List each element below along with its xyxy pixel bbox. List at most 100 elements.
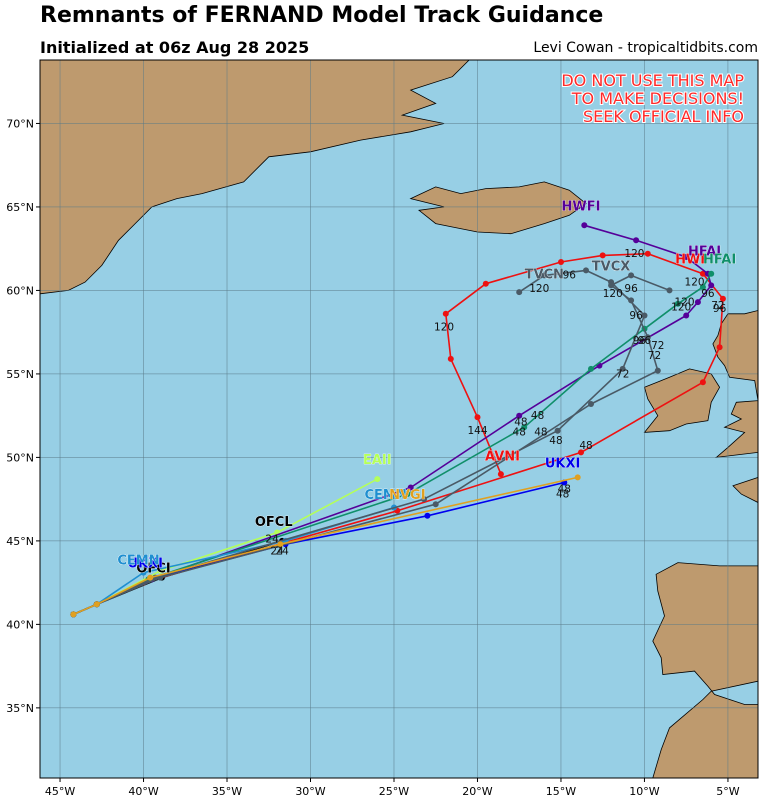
track-point: [644, 250, 651, 257]
lon-tick-label: 5°W: [716, 785, 739, 798]
model-label: OFCL: [255, 515, 293, 530]
track-point: [140, 569, 147, 576]
lat-tick-label: 40°N: [6, 618, 34, 631]
lat-tick-label: 45°N: [6, 535, 34, 548]
model-label: HFAI: [688, 244, 721, 259]
model-label: EAII: [363, 453, 392, 468]
track-point: [719, 295, 726, 302]
track-point: [633, 237, 640, 244]
land-france: [732, 476, 758, 503]
warning-line: TO MAKE DECISIONS!: [571, 89, 744, 108]
track-point: [608, 282, 615, 289]
track-point: [708, 270, 715, 277]
track-point: [578, 449, 584, 456]
model-label: CEMN: [117, 553, 159, 568]
credit: Levi Cowan - tropicaltidbits.com: [533, 40, 758, 56]
forecast-hour-label: 120: [671, 301, 691, 313]
track-point: [70, 611, 77, 618]
forecast-hour-label: 24: [270, 545, 284, 557]
track-point: [599, 252, 606, 259]
track-point: [147, 574, 154, 581]
forecast-hour-label: 120: [434, 322, 454, 334]
forecast-hour-label: 144: [467, 425, 487, 437]
track-point: [424, 512, 431, 519]
forecast-hour-label: 96: [701, 288, 715, 300]
lat-tick-label: 50°N: [6, 451, 34, 464]
lon-tick-label: 20°W: [462, 785, 492, 798]
forecast-hour-label: 48: [579, 440, 592, 452]
track-point: [628, 297, 635, 304]
init-time: Initialized at 06z Aug 28 2025: [40, 38, 310, 57]
lat-tick-label: 60°N: [6, 284, 34, 297]
forecast-hour-label: 96: [633, 335, 647, 347]
track-point: [432, 501, 439, 508]
track-point: [374, 476, 381, 483]
forecast-hour-label: 72: [616, 368, 629, 380]
track-point: [474, 414, 481, 421]
track-point: [683, 254, 690, 260]
forecast-hour-label: 48: [549, 435, 562, 447]
track-point: [683, 312, 690, 319]
track-point: [404, 491, 411, 498]
page-title: Remnants of FERNAND Model Track Guidance: [40, 3, 604, 28]
forecast-hour-label: 120: [685, 276, 705, 288]
model-label: UKXI: [127, 557, 163, 572]
track-point: [644, 334, 651, 341]
track-point: [641, 312, 648, 319]
track-point: [516, 412, 523, 419]
track-tvcx: [70, 272, 673, 618]
track-point: [588, 365, 594, 372]
forecast-hour-label: 48: [513, 427, 526, 439]
map-frame: [39, 59, 759, 779]
forecast-hour-label: 96: [624, 283, 638, 295]
track-point: [482, 280, 489, 287]
land-britain: [712, 310, 758, 458]
forecast-hour-label: 96: [563, 270, 577, 282]
lon-tick-label: 35°W: [212, 785, 242, 798]
track-point: [554, 427, 561, 434]
track-point: [407, 484, 414, 491]
forecast-hour-label: 48: [556, 488, 569, 500]
lon-tick-label: 40°W: [128, 785, 158, 798]
forecast-hour-label: 24: [265, 534, 279, 546]
warning-line: SEEK OFFICIAL INFO: [583, 107, 744, 126]
track-point: [699, 284, 706, 291]
track-point: [674, 300, 681, 307]
track-point: [442, 310, 449, 317]
track-point: [654, 367, 661, 374]
track-point: [699, 270, 706, 277]
model-label: NVGI: [389, 488, 425, 503]
model-label: UKXI: [545, 456, 581, 471]
forecast-hour-label: 120: [675, 296, 695, 308]
forecast-hour-label: 48: [514, 417, 527, 429]
forecast-hour-label: 72: [648, 350, 661, 362]
model-label: HFAI: [703, 253, 736, 268]
track-point: [447, 355, 454, 362]
lon-tick-label: 45°W: [45, 785, 75, 798]
lon-tick-label: 10°W: [629, 785, 659, 798]
forecast-hour-label: 120: [603, 288, 623, 300]
forecast-hour-label: 96: [629, 310, 643, 322]
forecast-hour-label: 120: [529, 283, 549, 295]
forecast-hour-label: 120: [624, 248, 644, 260]
model-label: HWFI: [675, 253, 714, 268]
model-label: TVCN: [525, 268, 564, 283]
track-point: [699, 379, 706, 386]
track-point: [574, 474, 581, 481]
model-label: OFCI: [136, 562, 170, 577]
lat-tick-label: 35°N: [6, 702, 34, 715]
forecast-hour-label: 96: [713, 303, 727, 315]
track-point: [558, 259, 564, 265]
forecast-hour-label: 24: [275, 545, 289, 557]
track-point: [666, 287, 673, 294]
track-point: [708, 282, 715, 289]
lat-tick-label: 70°N: [6, 117, 34, 130]
lon-tick-label: 25°W: [379, 785, 409, 798]
track-point: [421, 496, 427, 503]
track-point: [521, 424, 528, 431]
track-nvgi: [70, 474, 581, 618]
track-point: [716, 344, 723, 351]
forecast-hour-label: 72: [651, 340, 664, 352]
land-greenland: [40, 60, 470, 295]
forecast-hour-label: 48: [534, 427, 547, 439]
